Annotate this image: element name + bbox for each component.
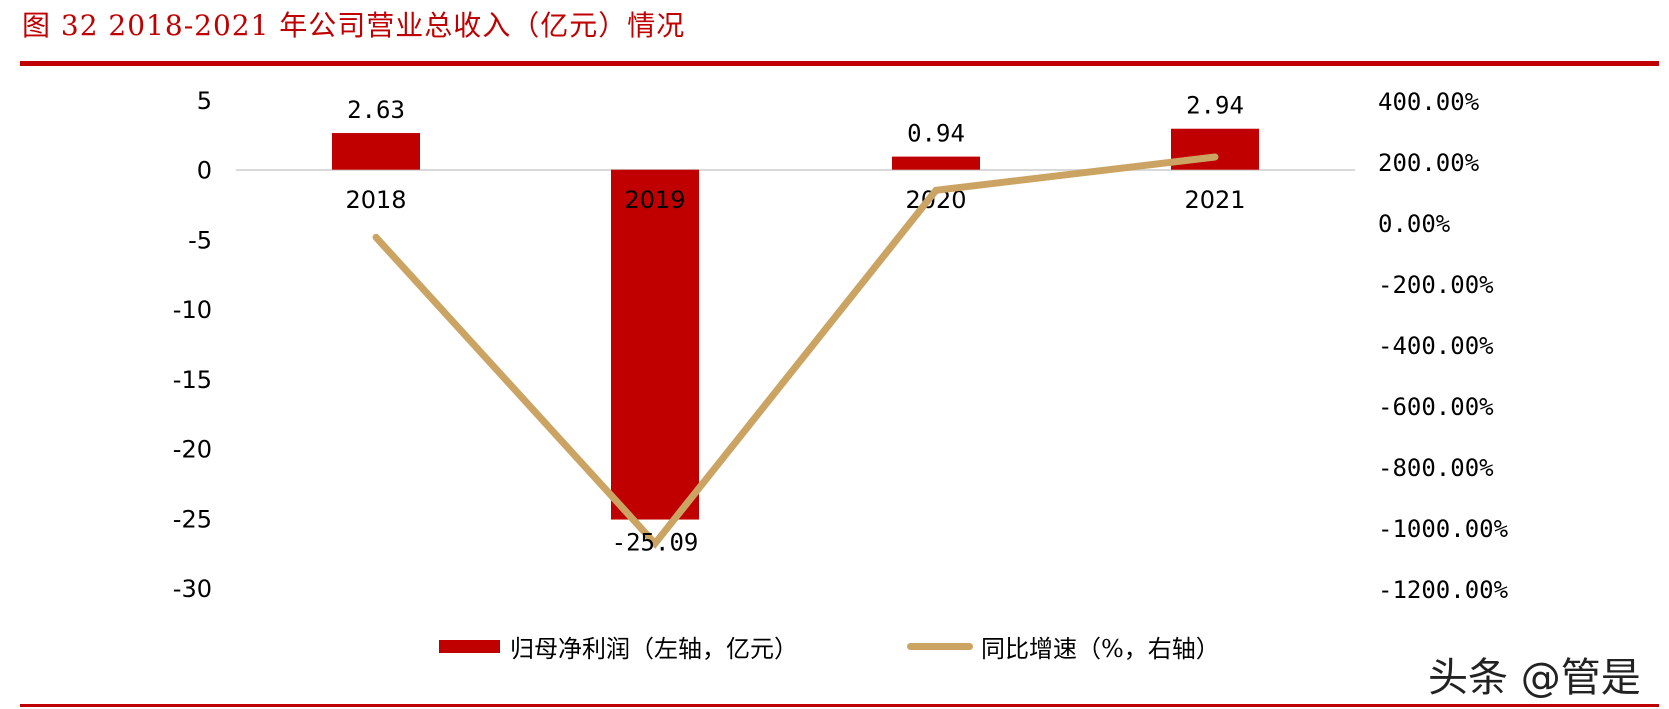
category-label: 2021 xyxy=(1184,186,1245,214)
legend: 归母净利润（左轴，亿元） 同比增速（%，右轴） xyxy=(0,630,1669,663)
bar-2020 xyxy=(892,156,980,170)
right-axis: 400.00% 200.00% 0.00% -200.00% -400.00% -600.… xyxy=(1378,88,1509,604)
left-axis-tick-label: 5 xyxy=(197,87,212,115)
right-axis-tick-label: -600.00% xyxy=(1378,393,1494,421)
watermark: 头条 @管是 xyxy=(1428,655,1641,701)
right-axis-tick-label: 200.00% xyxy=(1378,149,1480,177)
line-swatch-icon xyxy=(907,642,973,650)
bar-2019 xyxy=(611,169,699,520)
left-axis-tick-label: 0 xyxy=(197,157,212,185)
legend-label: 归母净利润（左轴，亿元） xyxy=(510,634,798,663)
category-label: 2018 xyxy=(345,186,406,214)
left-axis-tick-label: -20 xyxy=(173,436,212,464)
left-axis-tick-label: -30 xyxy=(173,575,212,603)
bar-series xyxy=(332,128,1259,520)
category-label: 2019 xyxy=(624,186,685,214)
bar-value-label: -25.09 xyxy=(612,529,699,557)
left-axis-tick-label: -15 xyxy=(173,366,212,394)
bar-value-label: 0.94 xyxy=(907,120,965,148)
bottom-divider xyxy=(20,704,1659,707)
right-axis-tick-label: 0.00% xyxy=(1378,210,1451,238)
category-axis-labels: 2018 2019 2020 2021 xyxy=(345,186,1245,214)
right-axis-tick-label: -800.00% xyxy=(1378,454,1494,482)
left-axis-tick-label: -5 xyxy=(188,226,212,254)
left-axis: 5 0 -5 -10 -15 -20 -25 -30 xyxy=(173,87,212,603)
chart-title: 图 32 2018-2021 年公司营业总收入（亿元）情况 xyxy=(22,9,686,42)
right-axis-tick-label: 400.00% xyxy=(1378,88,1480,116)
left-axis-tick-label: -25 xyxy=(173,505,212,533)
title-divider xyxy=(20,61,1659,66)
right-axis-tick-label: -200.00% xyxy=(1378,271,1494,299)
left-axis-tick-label: -10 xyxy=(173,296,212,324)
right-axis-tick-label: -1000.00% xyxy=(1378,515,1509,543)
legend-label: 同比增速（%，右轴） xyxy=(981,634,1220,663)
growth-line-series xyxy=(372,153,1219,549)
legend-item-growth: 同比增速（%，右轴） xyxy=(907,630,1220,663)
legend-item-net-profit: 归母净利润（左轴，亿元） xyxy=(439,630,798,663)
bar-value-label: 2.63 xyxy=(347,96,405,124)
bar-value-label: 2.94 xyxy=(1186,92,1244,120)
bar-data-labels: 2.63 -25.09 0.94 2.94 xyxy=(347,92,1244,557)
bar-swatch-icon xyxy=(439,639,500,653)
right-axis-tick-label: -1200.00% xyxy=(1378,576,1509,604)
bar-2018 xyxy=(332,133,420,170)
right-axis-tick-label: -400.00% xyxy=(1378,332,1494,360)
